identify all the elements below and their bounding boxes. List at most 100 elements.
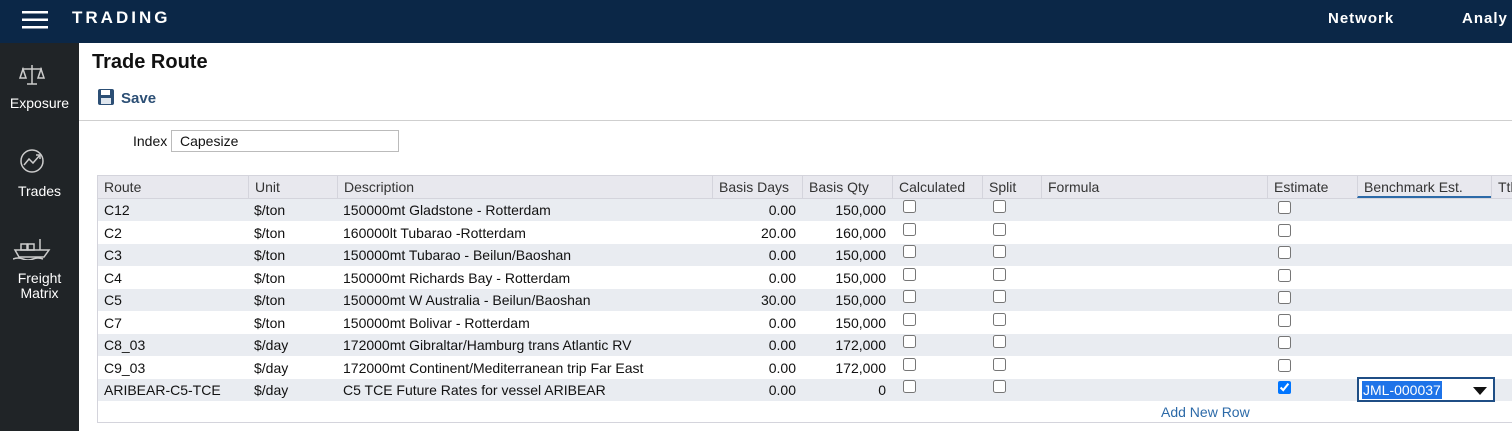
cell-basis-qty: 0 — [878, 382, 886, 398]
cell-unit: $/day — [254, 337, 289, 353]
checkbox-split[interactable] — [993, 335, 1006, 348]
cell-basis-qty: 172,000 — [835, 337, 886, 353]
exposure-icon[interactable] — [19, 63, 45, 87]
nav-link[interactable]: Analy — [1462, 10, 1508, 27]
checkbox-split[interactable] — [993, 200, 1006, 213]
cell-description: 150000mt Bolivar - Rotterdam — [343, 314, 530, 331]
cell-description: C5 TCE Future Rates for vessel ARIBEAR — [343, 382, 606, 398]
checkbox-estimate[interactable] — [1278, 223, 1291, 237]
checkbox-estimate[interactable] — [1278, 336, 1291, 349]
table-row: C2 $/ton 160000lt Tubarao -Rotterdam 20.00 1… — [98, 221, 1512, 244]
checkbox-calculated[interactable] — [903, 267, 916, 281]
save-label[interactable]: Save — [121, 90, 157, 107]
nav-exposure[interactable]: Exposure — [9, 95, 70, 111]
cell-basis-days: 0.00 — [768, 337, 796, 353]
checkbox-split[interactable] — [993, 312, 1006, 326]
sidebar: Exposure Trades Freight Matrix — [0, 43, 79, 431]
checkbox-estimate[interactable] — [1278, 313, 1291, 327]
cell-description: 172000mt Continent/Mediterranean trip Fa… — [343, 359, 644, 376]
cell-unit: $/ton — [254, 292, 286, 308]
cell-route: C12 — [104, 202, 130, 218]
add-row-link[interactable]: Add New Row — [1161, 404, 1250, 420]
benchmark-select[interactable]: JML-000037 — [1357, 377, 1495, 402]
checkbox-split[interactable] — [993, 222, 1006, 236]
checkbox-calculated[interactable] — [903, 200, 916, 213]
checkbox-estimate[interactable] — [1278, 268, 1291, 282]
column-header[interactable]: Calculated — [892, 176, 982, 198]
column-header[interactable]: Basis Days — [712, 176, 802, 198]
cell-route: C2 — [104, 224, 122, 241]
cell-unit: $/day — [254, 382, 289, 398]
table-row: ARIBEAR-C5-TCE $/day C5 TCE Future Rates f… — [98, 377, 1512, 402]
cell-basis-qty: 150,000 — [835, 314, 886, 331]
checkbox-calculated[interactable] — [903, 380, 916, 393]
cell-basis-days: 0.00 — [768, 382, 796, 398]
table-row: C7 $/ton 150000mt Bolivar - Rotterdam 0.00 1… — [98, 311, 1512, 334]
cell-description: 172000mt Gibraltar/Hamburg trans Atlanti… — [343, 337, 632, 353]
checkbox-estimate[interactable] — [1278, 358, 1291, 372]
trades-icon[interactable] — [19, 148, 45, 174]
header-row: Route Unit Description Basis Days Basis Qty C… — [98, 176, 1512, 199]
checkbox-split[interactable] — [993, 380, 1006, 393]
table-row: C4 $/ton 150000mt Richards Bay - Rotterdam… — [98, 266, 1512, 289]
dropdown-arrow[interactable] — [1473, 387, 1487, 395]
column-header[interactable]: Description — [337, 176, 712, 198]
divider — [79, 120, 1512, 121]
cell-basis-days: 0.00 — [768, 314, 796, 331]
cell-basis-qty: 172,000 — [835, 359, 886, 376]
column-header[interactable]: Basis Qty — [802, 176, 892, 198]
checkbox-calculated[interactable] — [903, 312, 916, 326]
checkbox-calculated[interactable] — [903, 245, 916, 258]
cell-unit: $/ton — [254, 224, 286, 241]
cell-description: 150000mt Richards Bay - Rotterdam — [343, 269, 571, 286]
cell-route: C8_03 — [104, 337, 146, 353]
cell-description: 150000mt W Australia - Beilun/Baoshan — [343, 292, 591, 308]
table-row: C3 $/ton 150000mt Tubarao - Beilun/Baoshan… — [98, 244, 1512, 266]
checkbox-split[interactable] — [993, 245, 1006, 258]
checkbox-split[interactable] — [993, 357, 1006, 371]
checkbox-calculated[interactable] — [903, 335, 916, 348]
checkbox-estimate[interactable] — [1278, 201, 1291, 214]
nav-freight-matrix[interactable]: Freight Matrix — [17, 270, 62, 301]
column-header[interactable]: Estimate — [1267, 176, 1357, 198]
cell-basis-days: 0.00 — [768, 359, 796, 376]
benchmark-value[interactable]: JML-000037 — [1362, 381, 1442, 399]
cell-basis-days: 0.00 — [768, 269, 796, 286]
column-header[interactable]: Ttl — [1491, 176, 1512, 198]
top-bar: TRADING Network Analy — [0, 0, 1512, 43]
index-label: Index — [133, 133, 168, 149]
table-row: C12 $/ton 150000mt Gladstone - Rotterdam 0.… — [98, 199, 1512, 221]
column-header[interactable]: Split — [982, 176, 1041, 198]
cell-unit: $/ton — [254, 202, 286, 218]
cell-unit: $/ton — [254, 314, 286, 331]
cell-route: C5 — [104, 292, 122, 308]
cell-route: ARIBEAR-C5-TCE — [104, 382, 221, 398]
brand: TRADING — [72, 8, 171, 27]
column-header[interactable]: Formula — [1041, 176, 1267, 198]
freight-icon[interactable] — [13, 236, 51, 260]
checkbox-calculated[interactable] — [903, 357, 916, 371]
cell-unit: $/day — [254, 359, 289, 376]
column-header[interactable]: Unit — [248, 176, 337, 198]
checkbox-calculated[interactable] — [903, 222, 916, 236]
table-row: C8_03 $/day 172000mt Gibraltar/Hamburg tra… — [98, 334, 1512, 356]
cell-basis-qty: 150,000 — [835, 269, 886, 286]
cell-description: 150000mt Gladstone - Rotterdam — [343, 202, 551, 218]
menu-button[interactable] — [22, 10, 48, 30]
checkbox-estimate[interactable] — [1278, 381, 1291, 394]
column-header[interactable]: Route — [104, 179, 142, 195]
checkbox-split[interactable] — [993, 267, 1006, 281]
checkbox-split[interactable] — [993, 290, 1006, 303]
cell-basis-qty: 150,000 — [835, 292, 886, 308]
nav-link[interactable]: Network — [1328, 10, 1395, 27]
checkbox-calculated[interactable] — [903, 290, 916, 303]
nav-trades[interactable]: Trades — [17, 183, 62, 199]
checkbox-estimate[interactable] — [1278, 291, 1291, 304]
checkbox-estimate[interactable] — [1278, 246, 1291, 259]
cell-description: 160000lt Tubarao -Rotterdam — [343, 224, 526, 241]
cell-route: C9_03 — [104, 359, 146, 376]
column-header[interactable]: Benchmark Est. — [1357, 176, 1491, 198]
index-input[interactable]: Capesize — [171, 130, 399, 152]
cell-basis-qty: 150,000 — [835, 247, 886, 263]
